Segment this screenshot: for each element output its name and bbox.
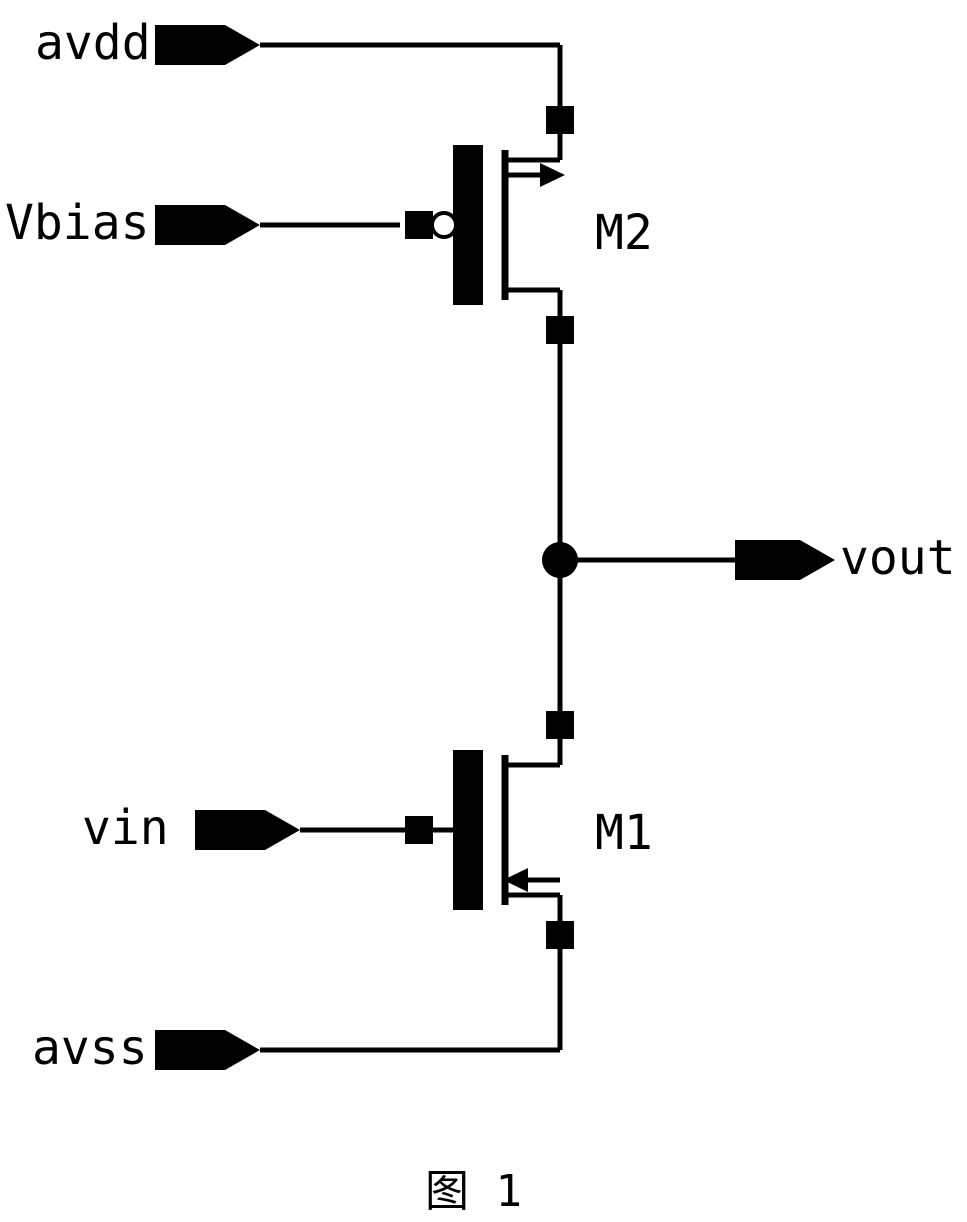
- port-vbias: [155, 205, 400, 245]
- label-vin: vin: [82, 800, 169, 856]
- figure-caption: 图 1: [425, 1155, 522, 1219]
- transistor-m2: [405, 106, 574, 344]
- label-m1: M1: [595, 805, 653, 861]
- node-vout: [542, 542, 578, 578]
- port-avss: [155, 1030, 560, 1070]
- schematic-canvas: avdd Vbias M2 vout vin M1 avss 图 1: [0, 0, 967, 1222]
- label-avss: avss: [32, 1020, 148, 1076]
- label-m2: M2: [595, 205, 653, 261]
- label-avdd: avdd: [35, 15, 151, 71]
- port-avdd: [155, 25, 560, 65]
- transistor-m1: [405, 711, 574, 949]
- label-vout: vout: [840, 530, 956, 586]
- port-vout: [560, 540, 835, 580]
- label-vbias: Vbias: [5, 195, 150, 251]
- port-vin: [195, 810, 410, 850]
